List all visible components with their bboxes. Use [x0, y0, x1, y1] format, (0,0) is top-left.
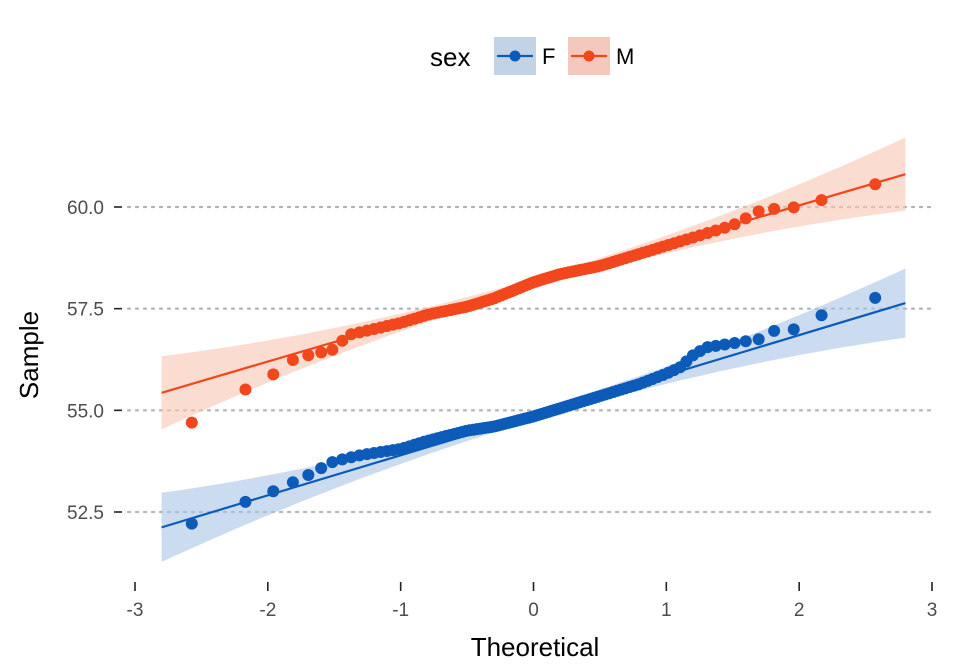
data-point-f	[267, 485, 280, 498]
data-point-f	[286, 476, 299, 489]
data-point-f	[302, 469, 315, 482]
grid-lines	[126, 205, 934, 514]
data-point-f	[787, 323, 800, 336]
y-tick-label: 60.0	[67, 198, 104, 219]
y-axis-title: Sample	[14, 311, 44, 399]
axes: 52.5 55.0 57.5 60.0 -3 -2 -1 0 1 2 3	[67, 198, 937, 621]
legend: sex F M	[430, 37, 634, 75]
data-point-m	[302, 349, 315, 362]
data-point-m	[787, 201, 800, 214]
data-point-f	[869, 291, 882, 304]
data-point-f	[709, 339, 722, 352]
legend-label-m: M	[616, 44, 634, 69]
data-point-m	[739, 212, 752, 225]
data-point-m	[239, 383, 252, 396]
data-point-m	[768, 202, 781, 215]
x-tick-label: 2	[794, 600, 805, 621]
data-point-m	[315, 346, 328, 359]
data-point-m	[815, 194, 828, 207]
y-tick-label: 57.5	[67, 300, 104, 321]
data-point-f	[728, 336, 741, 349]
data-point-f	[239, 495, 252, 508]
data-point-m	[326, 343, 339, 356]
data-point-m	[185, 416, 198, 429]
data-point-f	[815, 309, 828, 322]
x-tick-label: -1	[392, 600, 409, 621]
legend-key-f	[494, 37, 536, 75]
data-point-f	[739, 335, 752, 348]
data-point-f	[326, 456, 339, 469]
x-tick-label: 0	[528, 600, 539, 621]
x-axis-title: Theoretical	[471, 632, 600, 662]
data-point-f	[336, 453, 349, 466]
data-point-m	[286, 353, 299, 366]
legend-key-m	[568, 37, 610, 75]
y-tick-label: 52.5	[67, 503, 104, 524]
y-tick-label: 55.0	[67, 401, 104, 422]
data-points	[185, 178, 882, 530]
data-point-f	[768, 324, 781, 337]
legend-title: sex	[430, 42, 470, 72]
legend-label-f: F	[542, 44, 555, 69]
data-point-m	[336, 334, 349, 347]
confidence-bands	[161, 137, 906, 562]
x-tick-label: 1	[661, 600, 672, 621]
data-point-f	[752, 333, 765, 346]
data-point-m	[718, 221, 731, 234]
x-tick-label: -2	[259, 600, 276, 621]
x-tick-label: 3	[927, 600, 938, 621]
data-point-f	[185, 517, 198, 530]
data-point-m	[267, 368, 280, 381]
data-point-f	[718, 338, 731, 351]
data-point-m	[869, 178, 882, 191]
data-point-f	[315, 462, 328, 475]
data-point-m	[752, 205, 765, 218]
data-point-m	[728, 218, 741, 231]
x-tick-label: -3	[127, 600, 144, 621]
